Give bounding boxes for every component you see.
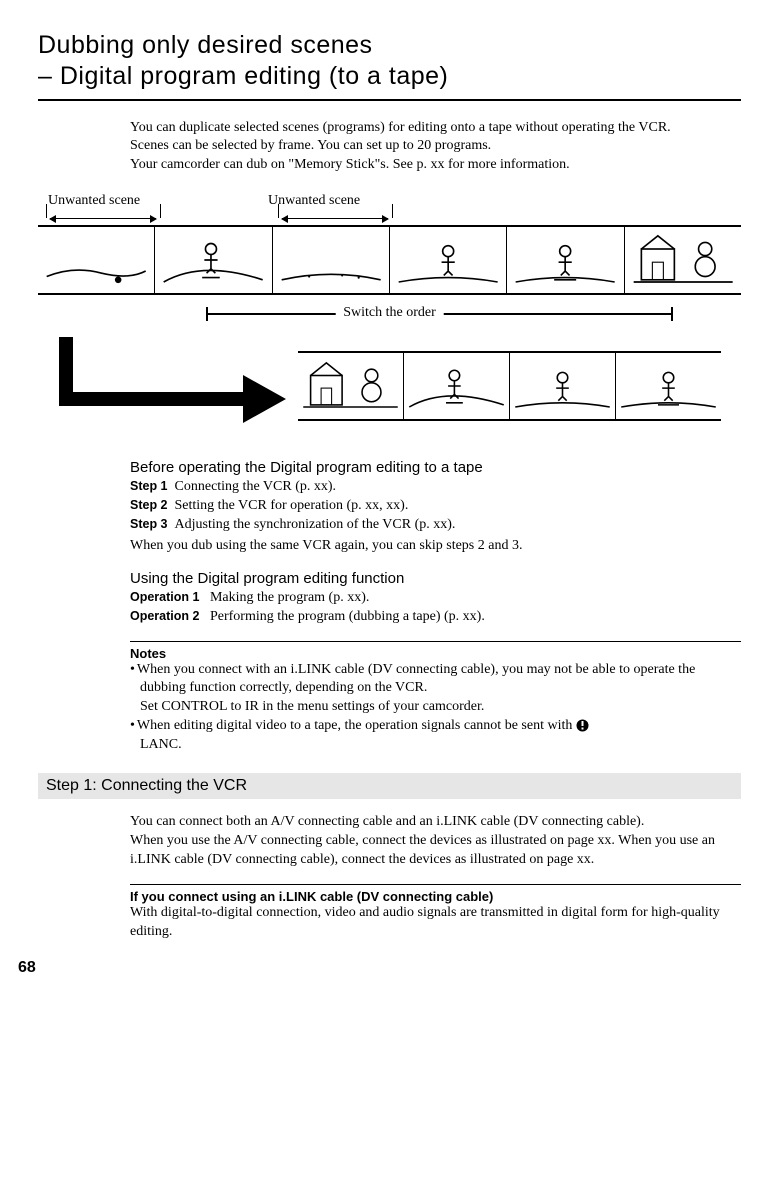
step-label: Step 1 <box>130 479 168 493</box>
scene-cell <box>390 227 507 293</box>
step1-body: You can connect both an A/V connecting c… <box>130 813 741 870</box>
note-item: When editing digital video to a tape, th… <box>130 717 741 755</box>
operations-list: Operation 1 Making the program (p. xx).O… <box>130 589 741 627</box>
notes-rule <box>130 641 741 642</box>
scene-cell <box>155 227 272 293</box>
ilink-subhead: If you connect using an i.LINK cable (DV… <box>130 889 741 904</box>
notes-list: When you connect with an i.LINK cable (D… <box>130 661 741 755</box>
step-label: Step 3 <box>130 517 168 531</box>
scene-cell <box>510 353 616 419</box>
scene-cell <box>273 227 390 293</box>
page-number: 68 <box>18 959 36 977</box>
title-line1: Dubbing only desired scenes <box>38 31 373 59</box>
filmstrip-top <box>38 225 741 295</box>
operation-line: Operation 1 Making the program (p. xx). <box>130 589 741 608</box>
sub-rule <box>130 884 741 885</box>
step-line: Step 1 Connecting the VCR (p. xx). <box>130 478 741 497</box>
step-label: Step 2 <box>130 498 168 512</box>
steps-list: Step 1 Connecting the VCR (p. xx).Step 2… <box>130 478 741 535</box>
scene-cell <box>298 353 404 419</box>
step1-bar: Step 1: Connecting the VCR <box>38 773 741 799</box>
operation-line: Operation 2 Performing the program (dubb… <box>130 608 741 627</box>
step-line: Step 2 Setting the VCR for operation (p.… <box>130 497 741 516</box>
operation-label: Operation 2 <box>130 609 199 623</box>
scene-cell <box>507 227 624 293</box>
unwanted-label-1: Unwanted scene <box>48 193 268 209</box>
operation-label: Operation 1 <box>130 590 199 604</box>
scene-diagram: Unwanted scene Unwanted scene Switch the… <box>38 193 741 437</box>
filmstrip-bottom <box>298 351 721 421</box>
notes-heading: Notes <box>130 646 741 661</box>
before-heading: Before operating the Digital program edi… <box>130 459 741 476</box>
scene-cell <box>404 353 510 419</box>
using-heading: Using the Digital program editing functi… <box>130 570 741 587</box>
title-rule <box>38 99 741 101</box>
scene-cell <box>616 353 721 419</box>
page-title: Dubbing only desired scenes – Digital pr… <box>38 30 741 93</box>
ilink-body: With digital-to-digital connection, vide… <box>130 904 741 942</box>
lanc-icon <box>576 719 589 732</box>
step-line: Step 3 Adjusting the synchronization of … <box>130 516 741 535</box>
scene-cell <box>625 227 741 293</box>
title-line2: – Digital program editing (to a tape) <box>38 62 448 90</box>
switch-order-label: Switch the order <box>335 305 444 321</box>
note-item: When you connect with an i.LINK cable (D… <box>130 661 741 718</box>
intro-text: You can duplicate selected scenes (progr… <box>130 119 741 176</box>
scene-cell <box>38 227 155 293</box>
unwanted-label-2: Unwanted scene <box>268 193 360 209</box>
reorder-arrow-icon <box>48 337 288 437</box>
after-steps-text: When you dub using the same VCR again, y… <box>130 537 741 556</box>
